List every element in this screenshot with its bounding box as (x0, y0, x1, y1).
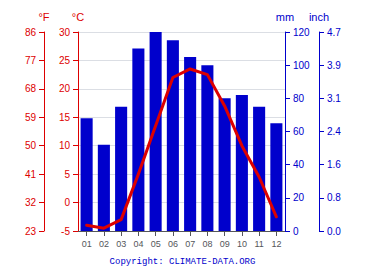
svg-text:23: 23 (25, 226, 37, 237)
svg-text:°F: °F (38, 11, 49, 23)
svg-text:5: 5 (64, 169, 70, 180)
svg-text:0: 0 (64, 197, 70, 208)
svg-text:Copyright: CLIMATE-DATA.ORG: Copyright: CLIMATE-DATA.ORG (110, 257, 256, 267)
svg-text:mm: mm (276, 11, 294, 23)
svg-text:12: 12 (271, 239, 281, 249)
svg-text:20: 20 (293, 192, 305, 203)
svg-text:3.1: 3.1 (327, 93, 341, 104)
svg-text:4.7: 4.7 (327, 27, 341, 38)
svg-text:06: 06 (168, 239, 178, 249)
svg-text:30: 30 (59, 27, 71, 38)
svg-text:01: 01 (82, 239, 92, 249)
svg-text:2.4: 2.4 (327, 126, 341, 137)
svg-text:inch: inch (309, 11, 329, 23)
svg-text:32: 32 (25, 197, 37, 208)
svg-text:03: 03 (116, 239, 126, 249)
svg-text:60: 60 (293, 126, 305, 137)
svg-text:40: 40 (293, 159, 305, 170)
svg-text:°C: °C (72, 11, 84, 23)
svg-text:05: 05 (151, 239, 161, 249)
svg-text:25: 25 (59, 55, 71, 66)
svg-text:10: 10 (59, 140, 71, 151)
svg-text:10: 10 (237, 239, 247, 249)
svg-text:20: 20 (59, 83, 71, 94)
svg-text:0.0: 0.0 (327, 226, 341, 237)
svg-text:09: 09 (220, 239, 230, 249)
svg-text:04: 04 (133, 239, 143, 249)
svg-text:80: 80 (293, 93, 305, 104)
svg-text:100: 100 (293, 60, 310, 71)
svg-text:1.6: 1.6 (327, 159, 341, 170)
svg-text:-5: -5 (61, 226, 70, 237)
svg-text:68: 68 (25, 83, 37, 94)
svg-text:41: 41 (25, 169, 37, 180)
svg-text:77: 77 (25, 55, 37, 66)
svg-text:50: 50 (25, 140, 37, 151)
svg-text:11: 11 (254, 239, 263, 249)
svg-text:86: 86 (25, 27, 37, 38)
svg-text:07: 07 (185, 239, 195, 249)
svg-text:59: 59 (25, 112, 37, 123)
svg-text:0: 0 (293, 226, 299, 237)
svg-text:02: 02 (99, 239, 109, 249)
svg-text:15: 15 (59, 112, 71, 123)
svg-text:120: 120 (293, 27, 310, 38)
svg-text:08: 08 (202, 239, 212, 249)
svg-text:3.9: 3.9 (327, 60, 341, 71)
svg-text:0.8: 0.8 (327, 192, 341, 203)
